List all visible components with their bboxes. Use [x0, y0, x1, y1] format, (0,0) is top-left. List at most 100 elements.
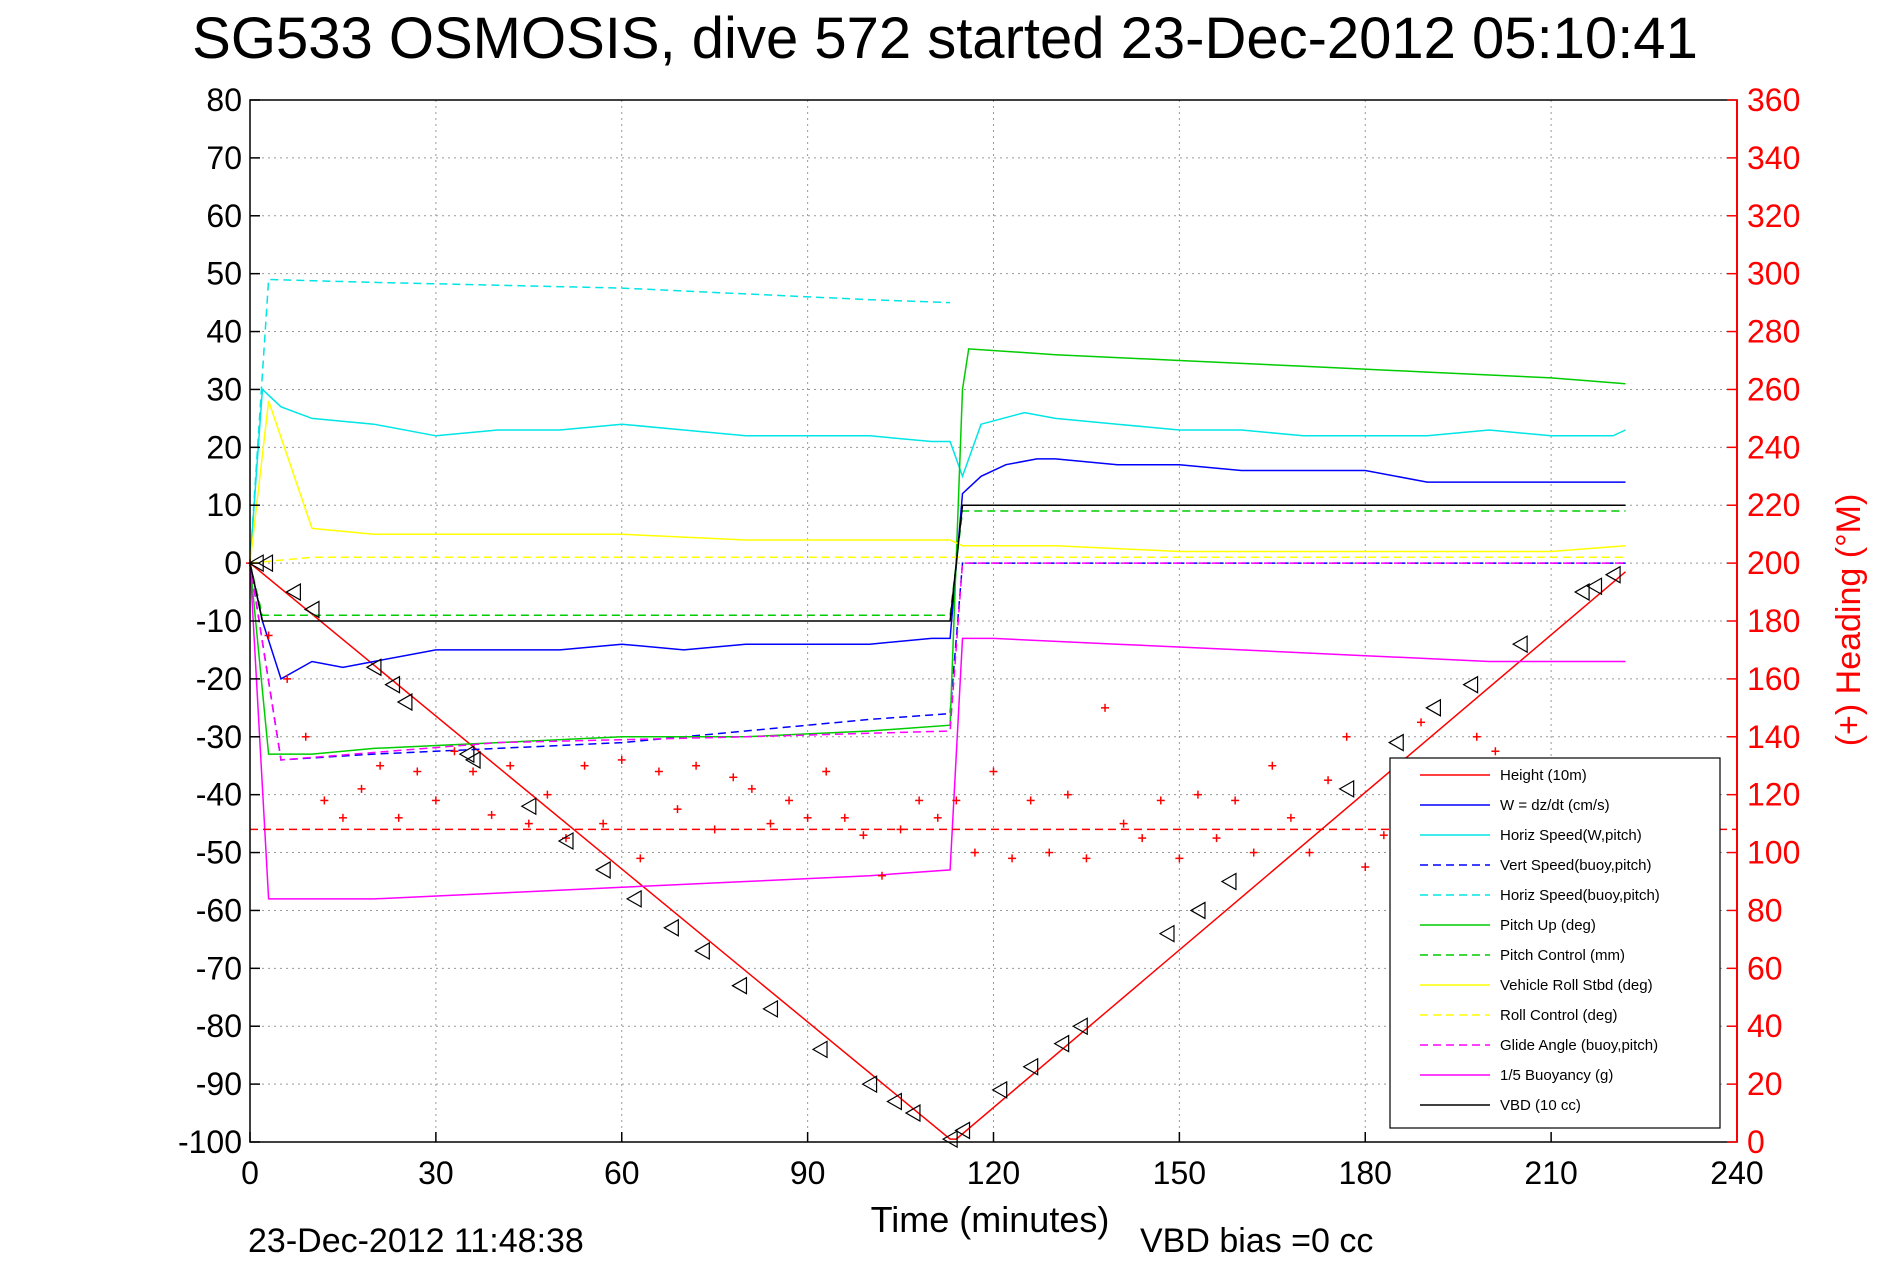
series-line-w-dz-dt-cm-s: [250, 458, 1626, 681]
heading-point: [1008, 854, 1017, 863]
legend: Height (10m) W = dz/dt (cm/s) Horiz Speed(…: [1389, 757, 1721, 1129]
y-tick-label-right: 140: [1747, 719, 1800, 755]
heading-point: [1417, 718, 1426, 727]
heading-point: [283, 674, 292, 683]
heading-point: [469, 767, 478, 776]
heading-point: [301, 732, 310, 741]
footer-vbd-bias: VBD bias =0 cc: [1140, 1222, 1373, 1260]
y-tick-label-left: 60: [206, 198, 242, 234]
y-tick-label-right: 160: [1747, 661, 1800, 697]
heading-point: [840, 813, 849, 822]
y-tick-label-right: 360: [1747, 82, 1800, 118]
heading-point: [1212, 834, 1221, 843]
heading-point: [1286, 813, 1295, 822]
series-line-vehicle-roll-stbd-deg: [250, 400, 1626, 564]
y-tick-label-left: -90: [196, 1066, 242, 1102]
direction-marker: [520, 797, 537, 816]
heading-point: [1491, 747, 1500, 756]
heading-point: [803, 813, 812, 822]
y-ticks-right: 3603403203002802602402202001801601401201…: [1727, 82, 1800, 1160]
direction-marker: [991, 1080, 1008, 1099]
direction-marker: [1022, 1057, 1039, 1076]
legend-label: Pitch Up (deg): [1500, 917, 1596, 934]
legend-label: Horiz Speed(buoy,pitch): [1500, 887, 1660, 904]
heading-point: [822, 767, 831, 776]
direction-marker: [941, 1130, 958, 1149]
y-tick-label-right: 320: [1747, 198, 1800, 234]
y-tick-label-right: 180: [1747, 603, 1800, 639]
direction-marker: [886, 1092, 902, 1111]
legend-label: Horiz Speed(W,pitch): [1500, 827, 1642, 844]
legend-label: VBD (10 cc): [1500, 1097, 1581, 1114]
heading-point: [654, 767, 663, 776]
y-tick-label-left: -70: [196, 950, 242, 986]
heading-point: [1472, 732, 1481, 741]
direction-marker: [625, 889, 642, 908]
y-tick-label-left: 80: [206, 82, 242, 118]
y-tick-label-left: -30: [196, 719, 242, 755]
direction-marker: [811, 1040, 828, 1059]
heading-point: [1175, 854, 1184, 863]
heading-point: [617, 755, 626, 764]
legend-label: Vehicle Roll Stbd (deg): [1500, 977, 1653, 994]
legend-label: Roll Control (deg): [1500, 1007, 1618, 1024]
y-tick-label-right: 280: [1747, 314, 1800, 350]
y-tick-label-left: -100: [178, 1124, 242, 1160]
direction-marker: [1573, 583, 1590, 602]
x-tick-label: 180: [1339, 1155, 1392, 1191]
x-tick-label: 30: [418, 1155, 454, 1191]
direction-marker: [1462, 675, 1479, 694]
y-tick-label-right: 260: [1747, 371, 1800, 407]
heading-point: [785, 796, 794, 805]
direction-marker: [1189, 901, 1206, 920]
heading-point: [357, 784, 366, 793]
y-tick-label-right: 80: [1747, 892, 1783, 928]
legend-label: Glide Angle (buoy,pitch): [1500, 1037, 1658, 1054]
direction-marker: [247, 554, 264, 573]
y-tick-label-left: 10: [206, 487, 242, 523]
direction-marker: [257, 554, 274, 573]
legend-label: Vert Speed(buoy,pitch): [1500, 857, 1651, 874]
heading-point: [1082, 854, 1091, 863]
y-tick-label-right: 60: [1747, 950, 1783, 986]
y-ticks-left: 80 70 60 50 40 30 20 10 0 -10 -20 -30 -40 -50 -60 -70 -8…: [178, 82, 260, 1160]
heading-point: [915, 796, 924, 805]
direction-marker: [464, 750, 481, 769]
direction-marker: [594, 860, 611, 879]
direction-marker: [1053, 1034, 1070, 1053]
x-tick-label: 90: [790, 1155, 826, 1191]
x-tick-label: 0: [241, 1155, 259, 1191]
heading-point: [524, 819, 533, 828]
heading-point: [1324, 776, 1333, 785]
y-tick-label-right: 40: [1747, 1008, 1783, 1044]
heading-point: [1045, 848, 1054, 857]
heading-point: [338, 813, 347, 822]
heading-point: [1193, 790, 1202, 799]
y-tick-label-right: 300: [1747, 256, 1800, 292]
heading-point: [431, 796, 440, 805]
x-tick-label: 120: [967, 1155, 1020, 1191]
heading-point: [1026, 796, 1035, 805]
heading-point: [933, 813, 942, 822]
footer-timestamp: 23-Dec-2012 11:48:38: [248, 1222, 584, 1260]
y-tick-label-left: 50: [206, 256, 242, 292]
heading-point: [1119, 819, 1128, 828]
heading-point: [543, 790, 552, 799]
series-line-height-10m: [250, 562, 1626, 1140]
heading-point: [710, 825, 719, 834]
y-tick-label-right: 100: [1747, 835, 1800, 871]
direction-marker: [458, 745, 475, 764]
heading-point: [1156, 796, 1165, 805]
direction-marker: [1425, 698, 1442, 717]
heading-point: [394, 813, 403, 822]
direction-marker: [365, 658, 382, 677]
heading-point: [506, 761, 515, 770]
y-tick-label-right: 200: [1747, 545, 1800, 581]
heading-point: [859, 831, 868, 840]
heading-point: [1379, 831, 1388, 840]
y-tick-label-left: 20: [206, 429, 242, 465]
direction-marker: [904, 1104, 921, 1123]
direction-marker: [1338, 779, 1355, 798]
y-tick-label-left: 0: [224, 545, 242, 581]
y-tick-label-left: -20: [196, 661, 242, 697]
